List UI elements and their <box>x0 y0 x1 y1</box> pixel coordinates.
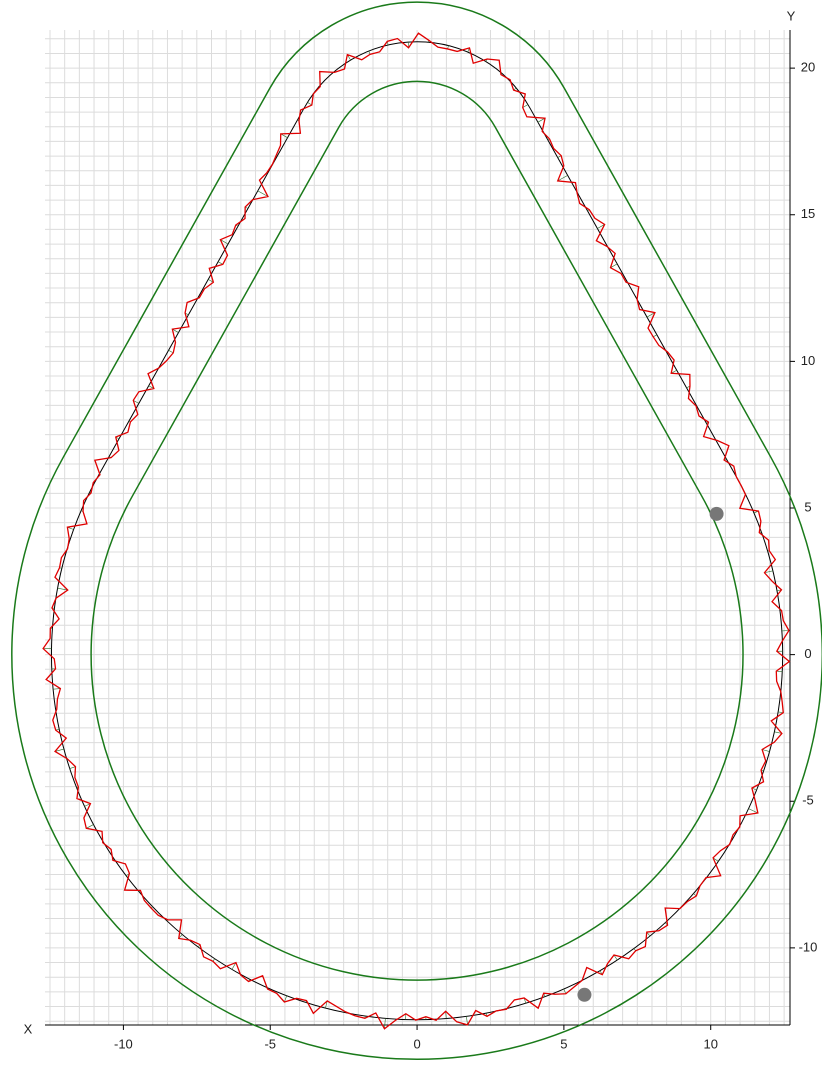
hatch-line <box>284 995 288 1003</box>
hatch-line <box>325 1000 328 1009</box>
x-tick-label: -10 <box>114 1036 133 1051</box>
deviation-hatch <box>43 40 789 1029</box>
hatch-line <box>557 175 568 182</box>
y-tick-label: -10 <box>799 939 818 954</box>
hatch-line <box>84 803 91 807</box>
hatch-line <box>69 766 76 769</box>
hatch-line <box>208 279 214 283</box>
x-tick-label: 0 <box>413 1036 420 1051</box>
hatch-line <box>774 731 782 734</box>
y-tick-label: 20 <box>801 60 815 75</box>
y-axis-label: Y <box>787 8 796 23</box>
y-tick-label: -5 <box>802 793 814 808</box>
hatch-line <box>53 688 61 690</box>
hatch-line <box>751 787 757 791</box>
hatch-line <box>466 1016 468 1025</box>
hatch-line <box>537 117 546 123</box>
hatch-line <box>57 587 68 591</box>
hatch-line <box>347 54 351 61</box>
hatch-line <box>231 962 237 970</box>
hatch-line <box>54 748 64 752</box>
hatch-line <box>764 570 774 574</box>
hatch-line <box>563 988 567 994</box>
hatch-line <box>133 400 139 404</box>
hatch-line <box>445 1011 447 1019</box>
hatch-line <box>646 312 656 318</box>
hatch-line <box>280 133 288 138</box>
hatch-line <box>307 102 312 106</box>
hatch-line <box>653 334 658 338</box>
hatch-line <box>86 824 94 829</box>
x-tick-label: -5 <box>264 1036 276 1051</box>
x-tick-label: 10 <box>703 1036 717 1051</box>
hatch-line <box>613 954 618 961</box>
hatch-line <box>748 808 758 814</box>
track-inner-border <box>90 80 744 981</box>
hatch-line <box>762 749 770 752</box>
hatch-line <box>597 224 605 229</box>
y-tick-label: 0 <box>804 646 811 661</box>
driven-path <box>42 32 791 1030</box>
hatch-line <box>172 328 179 333</box>
hatch-line <box>168 350 174 354</box>
track-outer-border <box>11 1 822 1060</box>
position-marker <box>577 987 592 1002</box>
y-tick-label: 10 <box>801 353 815 368</box>
hatch-line <box>384 1018 386 1029</box>
position-marker <box>709 506 724 521</box>
x-tick-label: 5 <box>560 1036 567 1051</box>
y-tick-label: 15 <box>801 206 815 221</box>
hatch-line <box>257 190 269 197</box>
hatch-line <box>610 263 618 268</box>
hatch-line <box>522 104 529 108</box>
x-axis-label: X <box>24 1021 33 1036</box>
hatch-line <box>220 239 229 245</box>
track-centerline <box>50 41 784 1021</box>
y-tick-label: 5 <box>804 499 811 514</box>
grid <box>45 30 790 1025</box>
